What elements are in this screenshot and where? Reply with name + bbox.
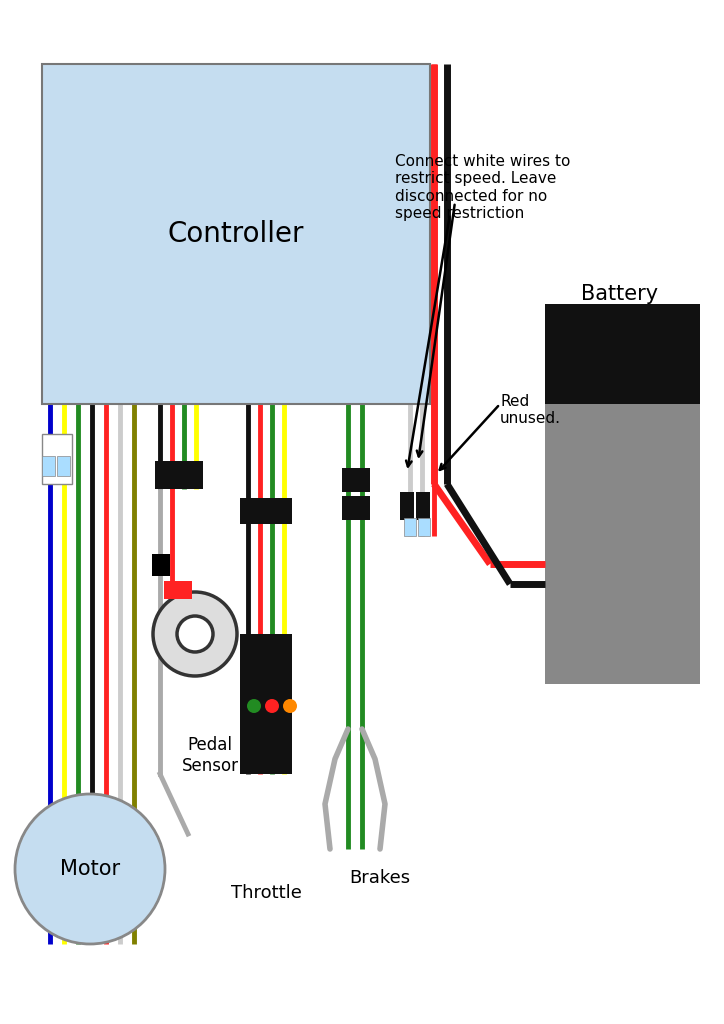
Bar: [57, 456, 70, 476]
Circle shape: [265, 699, 279, 713]
Bar: [418, 518, 430, 536]
Bar: [342, 468, 370, 492]
Bar: [42, 434, 72, 484]
Circle shape: [177, 616, 213, 652]
Text: Controller: Controller: [168, 220, 304, 248]
Text: Pedal
Sensor: Pedal Sensor: [182, 736, 238, 775]
Text: Brakes: Brakes: [350, 869, 411, 887]
Bar: [155, 461, 203, 489]
Text: Motor: Motor: [60, 859, 120, 879]
Bar: [342, 496, 370, 520]
Circle shape: [15, 794, 165, 944]
Bar: [165, 581, 189, 599]
Bar: [404, 518, 416, 536]
Bar: [400, 492, 414, 520]
Text: Battery: Battery: [581, 284, 659, 304]
Bar: [240, 634, 292, 774]
Bar: [545, 304, 700, 404]
Bar: [42, 63, 430, 404]
Bar: [42, 456, 55, 476]
Circle shape: [153, 592, 237, 676]
Bar: [164, 581, 192, 599]
Bar: [416, 492, 430, 520]
Bar: [152, 554, 170, 575]
Text: Throttle: Throttle: [230, 884, 301, 902]
Bar: [240, 498, 292, 524]
Bar: [545, 324, 700, 684]
Text: Connect white wires to
restrict speed. Leave
disconnected for no
speed restricti: Connect white wires to restrict speed. L…: [395, 154, 571, 221]
Text: Red
unused.: Red unused.: [500, 394, 561, 426]
Circle shape: [247, 699, 261, 713]
Circle shape: [283, 699, 297, 713]
